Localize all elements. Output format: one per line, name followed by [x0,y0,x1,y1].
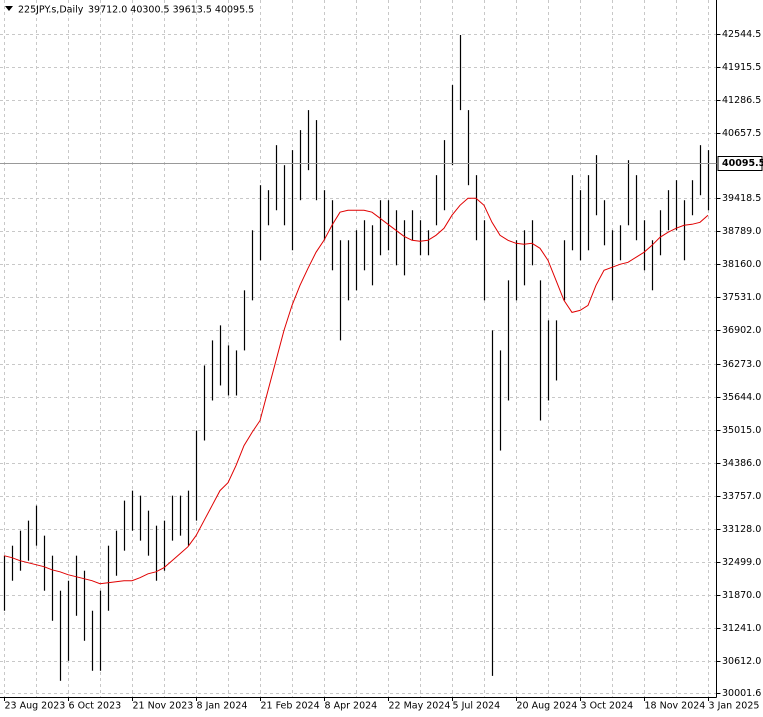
menu-icon[interactable] [5,6,13,11]
ohlc-text: 39712.0 40300.5 39613.5 40095.5 [88,5,254,16]
y-tick-label: 31870.0 [722,590,761,601]
x-tick-label: 5 Jul 2024 [453,701,501,712]
last-price-label: 40095.5 [722,158,763,169]
y-tick-label: 38789.0 [722,226,761,237]
y-tick-label: 34386.0 [722,458,761,469]
x-tick-label: 8 Jan 2024 [197,701,248,712]
x-tick-label: 6 Oct 2023 [69,701,122,712]
x-tick-label: 21 Nov 2023 [133,701,194,712]
y-tick-label: 37531.0 [722,292,761,303]
y-tick-label: 38160.0 [722,259,761,270]
y-tick-label: 31241.0 [722,623,761,634]
x-tick-label: 20 Aug 2024 [517,701,578,712]
y-tick-label: 40657.5 [722,128,761,139]
y-tick-label: 30001.6 [722,688,761,699]
y-tick-label: 32499.0 [722,557,761,568]
y-tick-label: 36902.0 [722,325,761,336]
x-tick-label: 8 Apr 2024 [325,701,378,712]
y-tick-label: 39418.5 [722,193,761,204]
chart-title: 225JPY.s,Daily [18,5,84,16]
x-tick-label: 3 Oct 2024 [581,701,634,712]
marks [3,34,710,681]
y-tick-label: 41286.5 [722,95,761,106]
x-tick-label: 21 Feb 2024 [261,701,320,712]
y-tick-label: 30612.0 [722,656,761,667]
y-tick-label: 33757.0 [722,491,761,502]
last-price-box [717,156,763,171]
x-tick-label: 3 Jan 2025 [709,701,760,712]
y-tick-label: 36273.0 [722,359,761,370]
y-tick-label: 35644.0 [722,392,761,403]
x-tick-label: 23 Aug 2023 [5,701,66,712]
moving-average [3,197,709,585]
y-tick-label: 41915.5 [722,62,761,73]
x-tick-label: 22 May 2024 [389,701,451,712]
y-tick-label: 35015.0 [722,425,761,436]
y-tick-label: 33128.0 [722,524,761,535]
x-tick-label: 18 Nov 2024 [645,701,706,712]
y-tick-label: 42544.5 [722,29,761,40]
